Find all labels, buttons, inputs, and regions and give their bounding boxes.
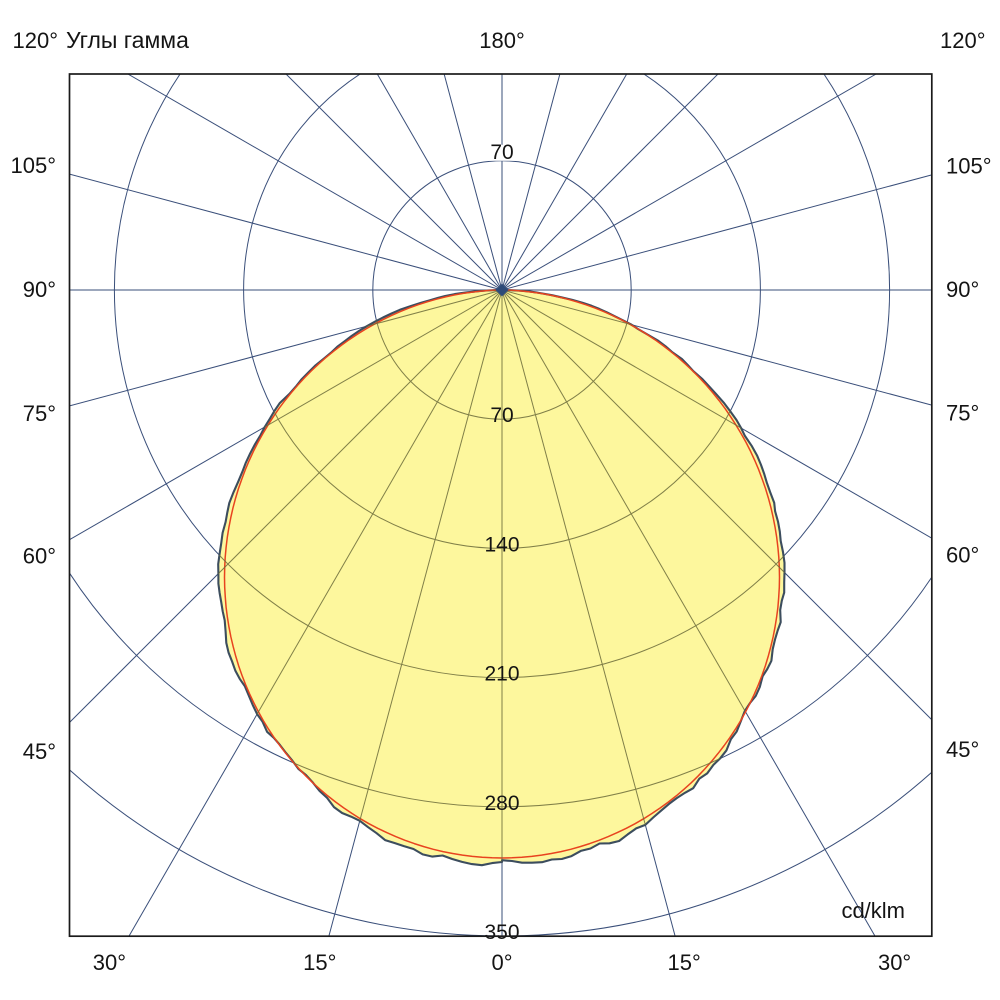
svg-text:15°: 15° [668,950,701,975]
svg-text:90°: 90° [946,277,979,302]
svg-text:45°: 45° [946,737,979,762]
svg-text:75°: 75° [23,401,56,426]
svg-text:105°: 105° [946,154,992,179]
svg-text:105°: 105° [10,153,56,178]
svg-text:120°: 120° [12,28,58,53]
svg-text:70: 70 [490,141,513,164]
svg-text:15°: 15° [303,950,336,975]
svg-text:60°: 60° [946,543,979,568]
svg-text:30°: 30° [878,950,911,975]
svg-text:30°: 30° [93,950,126,975]
svg-text:70: 70 [490,404,513,427]
svg-text:75°: 75° [946,400,979,425]
svg-text:180°: 180° [479,28,525,53]
svg-text:60°: 60° [23,544,56,569]
svg-text:140: 140 [484,533,519,556]
svg-text:120°: 120° [940,28,986,53]
svg-text:45°: 45° [23,739,56,764]
svg-text:cd/klm: cd/klm [841,898,905,923]
svg-text:210: 210 [484,663,519,686]
svg-text:280: 280 [484,792,519,815]
svg-text:90°: 90° [23,277,56,302]
svg-text:Углы гамма: Углы гамма [66,27,189,53]
svg-text:0°: 0° [491,950,512,975]
svg-text:350: 350 [484,921,519,944]
